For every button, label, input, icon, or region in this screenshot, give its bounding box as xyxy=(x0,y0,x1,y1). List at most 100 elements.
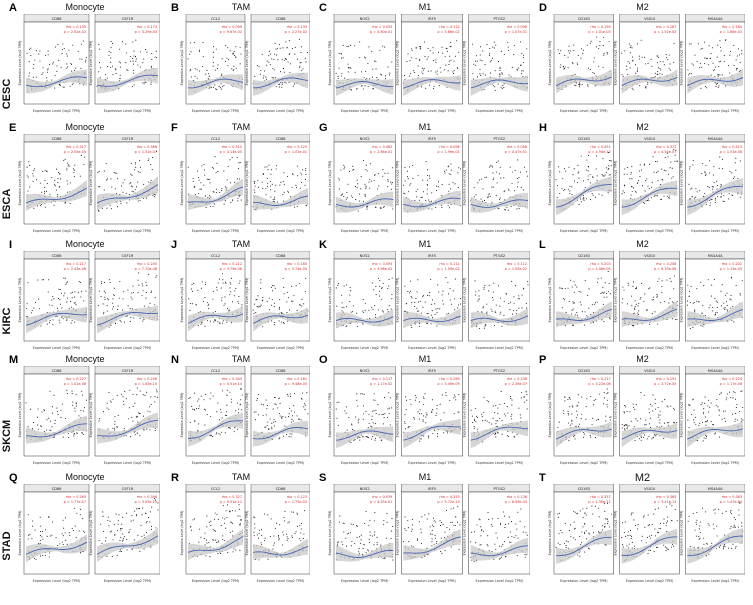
p-label: p = 2.52e-02 xyxy=(64,30,86,34)
x-axis-label: Expression Level (log2 TPM) xyxy=(476,346,524,350)
y-axis-label: Expression Level (log2 TPM) xyxy=(328,161,332,206)
p-label: p = 1.55e-02 xyxy=(505,267,527,271)
rho-label: rho = 0.082 xyxy=(372,145,392,149)
p-label: p = 1.07e-01 xyxy=(505,30,527,34)
y-axis-label: Expression Level (log2 TPM) xyxy=(548,393,552,438)
x-axis-label: Expression Level (log2 TPM) xyxy=(341,109,389,113)
rho-label: rho = 0.343 xyxy=(222,377,242,381)
gene-label: PTGS2 xyxy=(493,137,505,141)
rho-label: rho = 0.357 xyxy=(590,495,610,499)
panel-title-g: M1 xyxy=(418,122,432,132)
gene-label: CSF1R xyxy=(122,254,134,258)
p-label: p = 1.99e-01 xyxy=(437,150,459,154)
rho-label: rho = 0.212 xyxy=(222,262,242,266)
x-axis-label: Expression Level (log2 TPM) xyxy=(257,461,305,465)
rho-label: rho = 0.135 xyxy=(66,25,86,29)
panel-title-s: M1 xyxy=(418,472,432,482)
x-axis-label: Expression Level (log2 TPM) xyxy=(341,461,389,465)
p-label: p = 5.49e-09 xyxy=(437,382,459,386)
panel-letter-i: I xyxy=(9,239,13,251)
gene-label: CD86 xyxy=(52,254,63,258)
y-axis-label: Expression Level (log2 TPM) xyxy=(245,278,249,323)
rho-label: rho = 0.296 xyxy=(137,377,157,381)
p-label: p = 4.54e-07 xyxy=(654,150,676,154)
x-axis-label: Expression Level (log2 TPM) xyxy=(560,461,608,465)
panel-title-j: TAM xyxy=(231,239,251,249)
p-label: p = 3.79e-06 xyxy=(220,267,242,271)
y-axis-label: Expression Level (log2 TPM) xyxy=(463,278,467,323)
gene-label: PTGS2 xyxy=(493,254,505,258)
gene-label: VSIG4 xyxy=(644,137,656,141)
p-label: p = 1.17e-06 xyxy=(720,382,742,386)
x-axis-label: Expression Level (log2 TPM) xyxy=(104,109,152,113)
p-label: p = 9.48e-05 xyxy=(285,382,307,386)
p-label: p = 5.86e-02 xyxy=(437,30,459,34)
gene-label: CD163 xyxy=(578,137,590,141)
p-label: p = 3.22e-06 xyxy=(588,382,610,386)
gene-label: CD163 xyxy=(578,369,590,373)
gene-label: CD86 xyxy=(52,487,63,491)
y-axis-label: Expression Level (log2 TPM) xyxy=(328,393,332,438)
p-label: p = 2.43e-06 xyxy=(64,267,86,271)
rho-label: rho = 0.058 xyxy=(507,145,527,149)
x-axis-label: Expression Level (log2 TPM) xyxy=(626,579,674,583)
y-axis-label: Expression Level (log2 TPM) xyxy=(89,393,93,438)
x-axis-label: Expression Level (log2 TPM) xyxy=(626,461,674,465)
gene-label: MS4A4A xyxy=(708,254,723,258)
panel-letter-o: O xyxy=(319,354,328,366)
y-axis-label: Expression Level (log2 TPM) xyxy=(18,393,22,438)
panel-title-k: M1 xyxy=(418,239,432,249)
p-label: p = 3.72e-05 xyxy=(654,382,676,386)
p-label: p = 1.06e-05 xyxy=(588,267,610,271)
p-label: p = 1.47e-14 xyxy=(720,500,742,504)
rho-label: rho = 0.396 xyxy=(137,495,157,499)
y-axis-label: Expression Level (log2 TPM) xyxy=(328,511,332,556)
gene-label: PTGS2 xyxy=(493,369,505,373)
gene-label: NOS2 xyxy=(360,369,370,373)
gene-label: CCL2 xyxy=(211,137,220,141)
rho-label: rho = 0.245 xyxy=(137,262,157,266)
gene-label: CSF1R xyxy=(122,17,134,21)
y-axis-label: Expression Level (log2 TPM) xyxy=(89,278,93,323)
x-axis-label: Expression Level (log2 TPM) xyxy=(341,346,389,350)
rho-label: rho = 0.383 xyxy=(722,495,742,499)
gene-label: CD86 xyxy=(52,137,63,141)
p-label: p = 6.33e-06 xyxy=(654,267,676,271)
y-axis-label: Expression Level (log2 TPM) xyxy=(18,511,22,556)
panel-letter-e: E xyxy=(9,122,17,134)
gene-label: IRF5 xyxy=(428,369,436,373)
y-axis-label: Expression Level (log2 TPM) xyxy=(679,393,683,438)
y-axis-label: Expression Level (log2 TPM) xyxy=(614,511,618,556)
rho-label: rho = 0.451 xyxy=(590,145,610,149)
x-axis-label: Expression Level (log2 TPM) xyxy=(408,579,456,583)
panel-letter-k: K xyxy=(319,239,327,251)
x-axis-label: Expression Level (log2 TPM) xyxy=(104,461,152,465)
gene-label: CD68 xyxy=(276,137,287,141)
rho-label: rho = 0.111 xyxy=(439,262,459,266)
rho-label: rho = 0.227 xyxy=(66,377,86,381)
x-axis-label: Expression Level (log2 TPM) xyxy=(192,109,240,113)
panel-title-e: Monocyte xyxy=(65,122,105,132)
y-axis-label: Expression Level (log2 TPM) xyxy=(395,393,399,438)
gene-label: VSIG4 xyxy=(644,487,656,491)
x-axis-label: Expression Level (log2 TPM) xyxy=(192,461,240,465)
x-axis-label: Expression Level (log2 TPM) xyxy=(33,229,81,233)
